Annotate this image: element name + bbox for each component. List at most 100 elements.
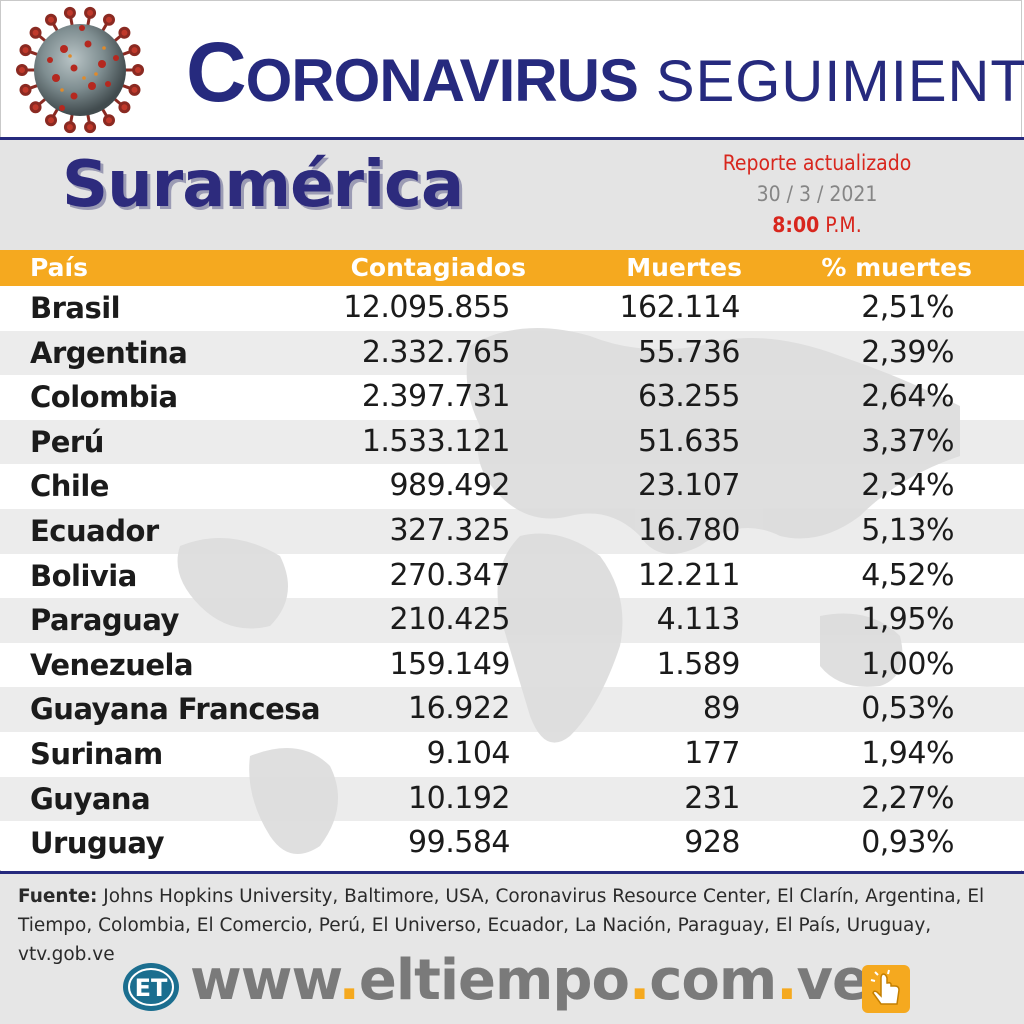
report-time-value: 8:00 [772,213,820,237]
muertes-cell: 12.211 [638,557,740,593]
muertes-cell: 55.736 [638,334,740,370]
country-cell: Brasil [30,291,121,325]
source-label: Fuente: [18,886,98,907]
report-label: Reporte actualizado [722,151,912,175]
virus-spike-tip [128,44,141,57]
url-domain: eltiempo [358,948,630,1013]
contagiados-cell: 210.425 [389,602,510,638]
contagiados-cell: 1.533.121 [361,423,511,459]
report-time: 8:00 P.M. [690,210,944,240]
muertes-cell: 177 [684,736,740,771]
table-row: Uruguay 99.584 928 0,93% [0,821,1024,866]
contagiados-cell: 270.347 [389,557,510,593]
country-cell: Venezuela [30,647,194,682]
muertes-cell: 51.635 [638,423,740,459]
pct-muertes-cell: 2,39% [861,334,954,370]
pct-muertes-cell: 2,27% [861,780,954,816]
virus-spike-tip [29,26,42,39]
title-initial: C [186,25,247,119]
virus-spike-tip [16,64,28,76]
contagiados-cell: 2.397.731 [361,379,511,415]
virus-spike-tip [63,121,76,134]
url-com: com [649,948,777,1013]
virus-spike-tip [45,13,57,26]
country-cell: Colombia [30,380,178,415]
pct-muertes-cell: 2,64% [861,379,954,415]
virus-spike-tip [29,101,42,114]
virus-spike-tip [45,114,57,127]
contagiados-cell: 327.325 [389,513,510,548]
contagiados-cell: 16.922 [408,691,510,727]
pct-muertes-cell: 0,53% [861,691,954,727]
country-cell: Guyana [30,781,151,816]
pct-muertes-cell: 5,13% [861,513,954,548]
virus-spike-tip [103,13,115,26]
table-row: Bolivia 270.347 12.211 4,52% [0,554,1024,599]
title-subtitle: SEGUIMIENTO [655,49,1024,114]
contagiados-cell: 10.192 [408,780,510,816]
country-cell: Ecuador [30,514,159,548]
country-cell: Paraguay [30,603,179,638]
virus-spike-tip [103,114,115,127]
source-text: Johns Hopkins University, Baltimore, USA… [18,886,985,965]
muertes-cell: 89 [702,691,741,727]
virus-spike-tip [128,83,141,96]
table-row: Venezuela 159.149 1.589 1,00% [0,643,1024,688]
virus-spike-tip [118,101,131,114]
contagiados-cell: 99.584 [408,825,510,861]
pct-muertes-cell: 3,37% [861,423,954,459]
virus-spike-tip [19,44,32,57]
url-dot-3: . [776,948,797,1013]
hand-click-icon [862,965,910,1013]
table-row: Surinam 9.104 177 1,94% [0,732,1024,777]
virus-spike-tip [84,6,97,19]
country-cell: Argentina [30,335,188,370]
virus-spike-tip [118,26,131,39]
contagiados-cell: 159.149 [389,646,510,682]
header-divider [0,137,1024,140]
region-band [0,140,1024,250]
muertes-cell: 928 [684,825,740,861]
table-row: Colombia 2.397.731 63.255 2,64% [0,375,1024,420]
muertes-cell: 162.114 [619,290,740,325]
country-cell: Chile [30,469,109,504]
table-row: Perú 1.533.121 51.635 3,37% [0,419,1024,465]
country-cell: Surinam [30,737,163,771]
report-info: Reporte actualizado 30 / 3 / 2021 8:00 P… [690,148,944,240]
pct-muertes-cell: 2,51% [861,290,954,325]
data-table: País Contagiados Muertes % muertes Brasi… [0,250,1024,870]
contagiados-cell: 989.492 [389,468,510,504]
table-row: Guayana Francesa 16.922 89 0,53% [0,687,1024,732]
et-logo-text: ET [135,974,168,1002]
virus-spike-tip [19,83,32,96]
url-ve: ve [796,948,870,1013]
table-row: Brasil 12.095.855 162.114 2,51% [0,286,1024,331]
country-cell: Guayana Francesa [30,692,321,727]
report-date: 30 / 3 / 2021 [756,182,878,206]
country-cell: Perú [30,424,104,459]
table-row: Ecuador 327.325 16.780 5,13% [0,509,1024,554]
header-muertes: Muertes [626,253,742,282]
region-title: Suramérica [62,148,464,222]
footer-divider [0,871,1024,874]
muertes-cell: 23.107 [638,468,740,504]
contagiados-cell: 2.332.765 [361,334,511,370]
header-contagiados: Contagiados [350,253,526,282]
table-row: Chile 989.492 23.107 2,34% [0,464,1024,509]
source-note: Fuente: Johns Hopkins University, Baltim… [18,882,1008,969]
url-www: www [190,948,340,1013]
table-row: Argentina 2.332.765 55.736 2,39% [0,330,1024,376]
table-row: Paraguay 210.425 4.113 1,95% [0,598,1024,643]
muertes-cell: 1.589 [656,646,741,682]
virus-spike-tip [132,64,144,76]
muertes-cell: 231 [684,780,740,816]
muertes-cell: 16.780 [638,513,740,548]
virus-spike-tip [84,121,97,134]
header-pct-muertes: % muertes [821,253,972,282]
url-dot-2: . [628,948,650,1013]
muertes-cell: 4.113 [656,602,741,638]
pct-muertes-cell: 1,94% [861,736,954,771]
pct-muertes-cell: 0,93% [861,825,954,861]
contagiados-cell: 9.104 [426,736,511,771]
website-url[interactable]: www.eltiempo.com.ve [190,948,870,1013]
